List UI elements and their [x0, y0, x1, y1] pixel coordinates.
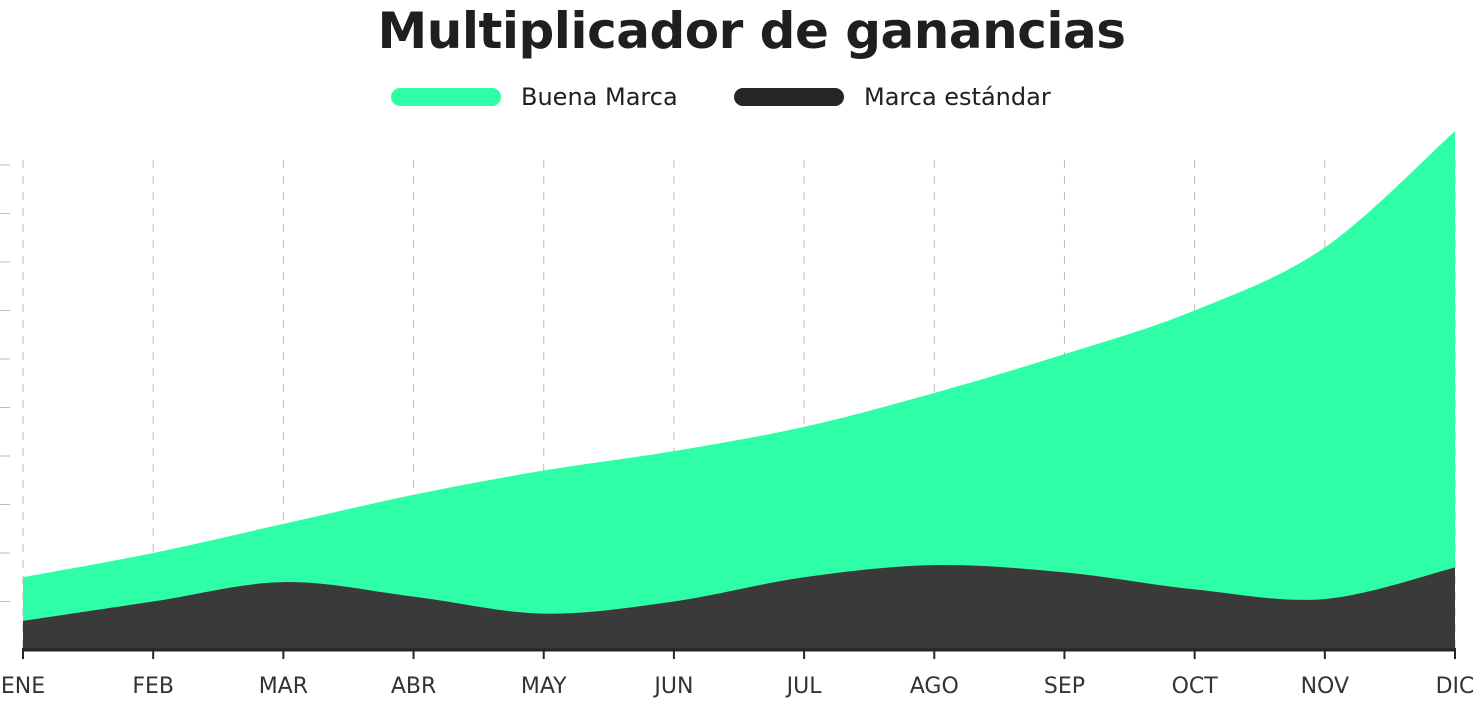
- legend-item-buena-marca: Buena Marca: [391, 82, 678, 112]
- x-tick-label-oct: OCT: [1172, 674, 1219, 699]
- x-tick-label-may: MAY: [521, 674, 567, 699]
- x-tick-label-jul: JUL: [785, 674, 823, 699]
- x-tick-label-feb: FEB: [132, 674, 174, 699]
- legend-swatch-buena-marca: [391, 88, 501, 106]
- legend-swatch-marca-estandar: [734, 88, 844, 106]
- x-tick-label-sep: SEP: [1044, 674, 1085, 699]
- x-tick-label-nov: NOV: [1301, 674, 1349, 699]
- legend: Buena Marca Marca estándar: [0, 82, 1473, 112]
- series-area-buena-marca: [23, 131, 1455, 651]
- series-area-marca-estandar: [23, 565, 1455, 650]
- x-tick-label-abr: ABR: [391, 674, 436, 699]
- x-tick-label-ago: AGO: [910, 674, 959, 699]
- x-tick-label-dic: DIC: [1436, 674, 1473, 699]
- legend-label-buena-marca: Buena Marca: [521, 83, 678, 111]
- legend-item-marca-estandar: Marca estándar: [734, 82, 1051, 112]
- x-tick-label-jun: JUN: [652, 674, 693, 699]
- x-tick-label-mar: MAR: [259, 674, 308, 699]
- x-tick-label-ene: ENE: [1, 674, 45, 699]
- chart-title: Multiplicador de ganancias: [377, 2, 1126, 60]
- legend-label-marca-estandar: Marca estándar: [864, 83, 1051, 111]
